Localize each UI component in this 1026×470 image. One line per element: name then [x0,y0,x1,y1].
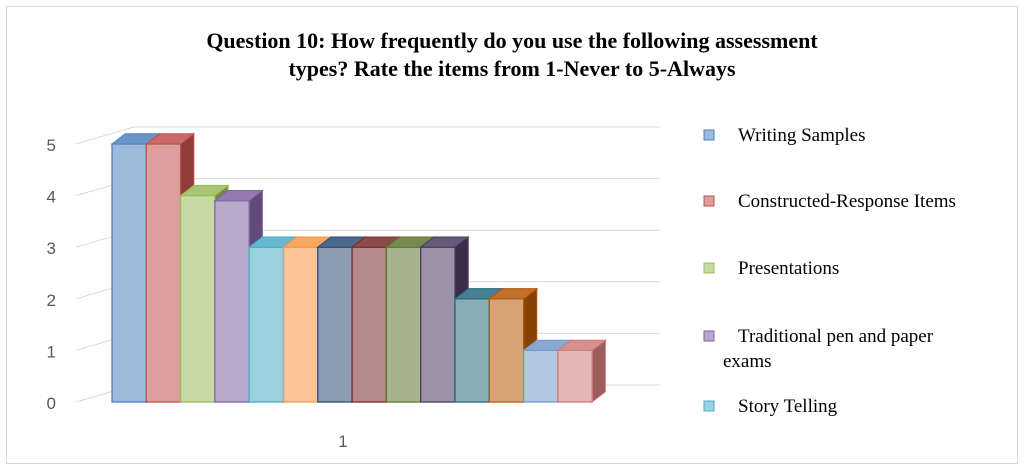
legend-label-cont: exams [723,351,772,372]
legend-label: Story Telling [738,396,838,417]
legend-label: Constructed-Response Items [738,191,956,212]
axes: 0 1 2 3 4 5 1 [47,136,348,451]
bar-top-face [556,339,607,351]
bar-front-face [248,246,285,403]
bar-front-face [385,246,422,403]
bar-top-face [144,133,196,145]
legend-swatch [703,262,715,274]
gridline-diagonal [75,126,135,145]
y-tick-label: 1 [47,342,56,361]
legend-item-3: Presentations [703,258,839,279]
bar-front-face [420,246,456,403]
chart-title: Question 10: How frequently do you use t… [7,27,1017,83]
x-category-label: 1 [338,432,347,451]
bar-12 [487,287,539,404]
y-tick-label: 4 [47,188,56,207]
chart-title-line-2: types? Rate the items from 1-Never to 5-… [288,56,736,81]
legend-swatch [703,195,715,207]
y-tick-label: 0 [47,394,56,413]
bar-front-face [454,298,490,403]
y-tick-label: 2 [47,291,56,310]
bar-front-face [351,246,388,403]
legend-item-4: Traditional pen and paper exams [703,326,934,372]
legend-swatch [703,400,715,412]
legend-label: Writing Samples [738,125,865,146]
bar-front-face [179,194,216,403]
bar-front-face [522,349,559,403]
bar-front-face [145,143,182,403]
legend-label: Presentations [738,258,839,279]
bar-front-face [488,298,525,403]
bar-front-face [317,246,353,403]
legend: Writing Samples Constructed-Response Item… [703,125,956,417]
legend-item-2: Constructed-Response Items [703,191,956,212]
bar-front-face [214,200,250,403]
chart-title-line-1: Question 10: How frequently do you use t… [206,28,818,53]
bar-14 [556,339,607,404]
bar-top-face [419,236,470,248]
legend-swatch [703,330,715,342]
bar-front-face [111,143,147,403]
legend-item-1: Writing Samples [703,125,865,146]
bar-front-face [557,349,593,403]
bar-front-face [282,246,319,403]
y-tick-label: 3 [47,239,56,258]
bar-top-face [487,288,539,300]
legend-swatch [703,129,715,141]
y-tick-label: 5 [47,136,56,155]
bars [110,132,607,404]
legend-item-5: Story Telling [703,396,838,417]
legend-label: Traditional pen and paper [738,326,934,347]
bar-top-face [213,190,264,202]
bar-top-face [179,184,230,197]
